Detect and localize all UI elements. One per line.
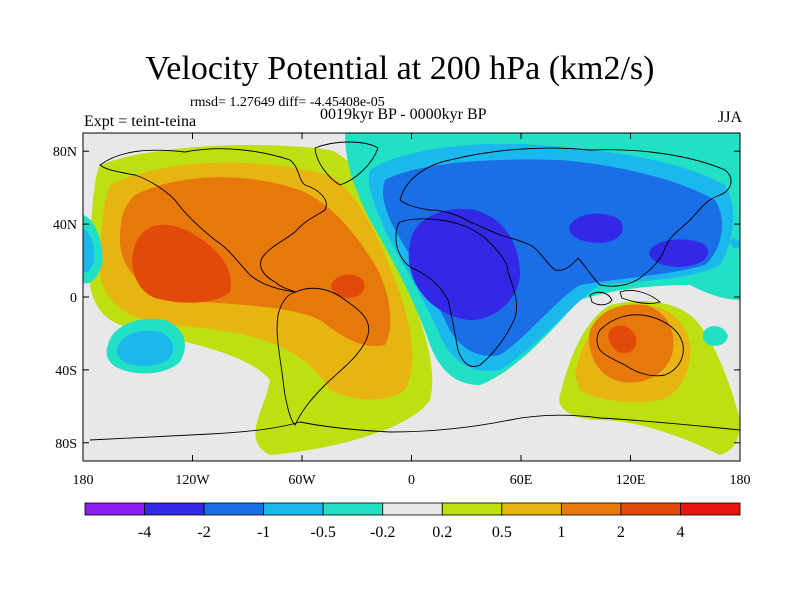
field-negative-east-edge-spot bbox=[730, 238, 740, 248]
colorbar-swatch bbox=[84, 502, 145, 516]
coastline-southeast-asia bbox=[589, 290, 661, 306]
y-tick-label: 80N bbox=[53, 145, 77, 160]
colorbar-swatch bbox=[322, 502, 384, 516]
colorbar-swatch bbox=[144, 502, 205, 516]
colorbar-label: -1 bbox=[257, 524, 270, 541]
stats-line: rmsd= 1.27649 diff= -4.45408e-05 bbox=[190, 95, 385, 110]
y-tick-label: 0 bbox=[70, 291, 77, 306]
field-negative-pacific-min bbox=[649, 239, 709, 267]
x-tick-label: 0 bbox=[408, 473, 415, 488]
colorbar-swatch bbox=[263, 502, 324, 516]
coastline-eurasia bbox=[399, 147, 732, 287]
coastline-north-america bbox=[99, 148, 327, 293]
x-tick-label: 180 bbox=[73, 473, 94, 488]
y-tick-label: 80S bbox=[55, 437, 77, 452]
colorbar: -4 -2 -1 -0.5 -0.2 0.2 0.5 1 2 4 bbox=[84, 502, 741, 541]
colorbar-swatch bbox=[382, 502, 443, 516]
field-negative-africa-min bbox=[408, 209, 520, 320]
chart-title: Velocity Potential at 200 hPa (km2/s) bbox=[145, 50, 655, 87]
season-label: JJA bbox=[717, 109, 742, 126]
axes: 180 120W 60W 0 60E 120E 180 80N 40N 0 40S 80S bbox=[53, 133, 751, 488]
x-tick-label: 180 bbox=[730, 473, 751, 488]
map-field bbox=[83, 133, 740, 461]
field-positive-atlantic-max bbox=[331, 274, 365, 298]
colorbar-swatch bbox=[560, 502, 622, 516]
x-tick-label: 120E bbox=[616, 473, 646, 488]
coastline-greenland bbox=[314, 141, 379, 186]
field-negative-south-pacific-moderate bbox=[117, 330, 174, 366]
x-tick-label: 60W bbox=[288, 473, 316, 488]
colorbar-label: 1 bbox=[557, 524, 565, 541]
colorbar-label: 4 bbox=[676, 524, 684, 541]
y-tick-label: 40N bbox=[53, 218, 77, 233]
field-negative-west-edge-moderate bbox=[83, 228, 95, 273]
colorbar-label: 0.5 bbox=[492, 524, 512, 541]
coastline-south-america bbox=[276, 287, 370, 426]
colorbar-swatch bbox=[680, 502, 741, 516]
colorbar-swatch bbox=[441, 502, 503, 516]
field-negative-asia-min bbox=[569, 213, 623, 243]
field-positive-pacific-max bbox=[132, 224, 231, 303]
colorbar-label: -0.5 bbox=[311, 524, 336, 541]
x-tick-label: 120W bbox=[175, 473, 210, 488]
colorbar-label: 2 bbox=[617, 524, 625, 541]
x-tick-label: 60E bbox=[510, 473, 533, 488]
experiment-label: Expt = teint-teina bbox=[84, 113, 197, 130]
coastlines bbox=[89, 141, 740, 441]
colorbar-swatch bbox=[203, 502, 265, 516]
coastline-africa bbox=[395, 218, 518, 367]
period-label: 0019kyr BP - 0000kyr BP bbox=[320, 106, 487, 123]
coastline-antarctica bbox=[89, 414, 740, 441]
colorbar-label: 0.2 bbox=[432, 524, 452, 541]
colorbar-label: -4 bbox=[138, 524, 151, 541]
colorbar-label: -0.2 bbox=[370, 524, 395, 541]
field-negative-east-edge bbox=[702, 326, 728, 346]
field-positive-strong bbox=[120, 177, 391, 346]
y-tick-label: 40S bbox=[55, 364, 77, 379]
colorbar-swatch bbox=[501, 502, 562, 516]
coastline-australia bbox=[596, 314, 684, 377]
colorbar-label: -2 bbox=[197, 524, 210, 541]
field-positive-australia-max bbox=[608, 325, 637, 354]
colorbar-swatch bbox=[620, 502, 681, 516]
